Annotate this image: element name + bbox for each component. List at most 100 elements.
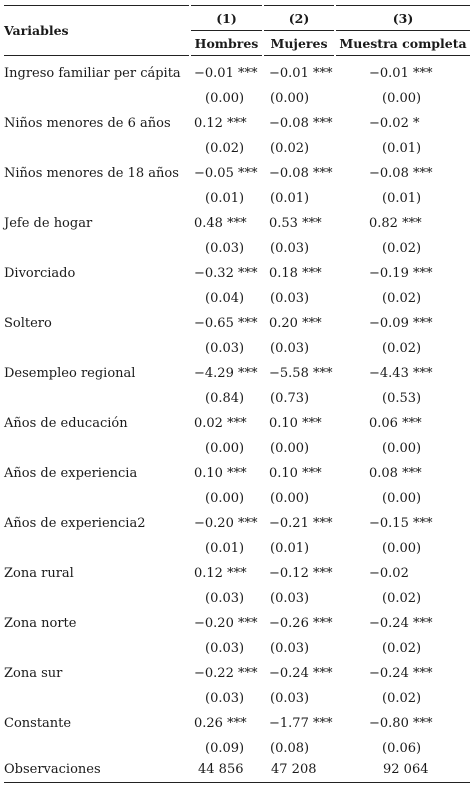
standard-error-row: (0.03) (0.03) (0.02)	[4, 631, 470, 656]
coefficient-value: −0.02 *	[369, 116, 420, 131]
coefficient-value: −0.20 ***	[194, 616, 258, 631]
standard-error-row: (0.03) (0.03) (0.02)	[4, 231, 470, 256]
standard-error-value: (0.02)	[382, 291, 422, 306]
coefficient-value: −0.80 ***	[369, 716, 433, 731]
coefficient-value: −0.65 ***	[194, 316, 258, 331]
coefficient-row: Años de experiencia2 −0.20 *** −0.21 *** −0…	[4, 506, 470, 531]
variable-label: Divorciado	[4, 266, 76, 281]
standard-error-value: (0.03)	[270, 241, 310, 256]
standard-error-value: (0.03)	[270, 291, 310, 306]
standard-error-value: (0.02)	[205, 141, 245, 156]
coefficient-row: Años de educación 0.02 *** 0.10 *** 0.06 **…	[4, 406, 470, 431]
standard-error-value: (0.00)	[382, 491, 422, 506]
standard-error-value: (0.03)	[270, 691, 310, 706]
coefficient-row: Jefe de hogar 0.48 *** 0.53 *** 0.82 ***	[4, 206, 470, 231]
standard-error-row: (0.00) (0.00) (0.00)	[4, 431, 470, 456]
coefficient-value: −0.15 ***	[369, 516, 433, 531]
coefficient-value: 0.02 ***	[194, 416, 247, 431]
coefficient-value: −0.01 ***	[269, 66, 333, 81]
coefficient-value: −0.08 ***	[269, 166, 333, 181]
variable-label: Años de experiencia2	[4, 516, 146, 531]
standard-error-value: (0.02)	[382, 691, 422, 706]
variable-label: Años de educación	[4, 416, 128, 431]
coefficient-value: 0.06 ***	[369, 416, 422, 431]
coefficient-row: Zona sur −0.22 *** −0.24 *** −0.24 ***	[4, 656, 470, 681]
variable-label: Zona sur	[4, 666, 63, 681]
column-number-2: (2)	[262, 5, 335, 31]
coefficient-value: −0.01 ***	[369, 66, 433, 81]
standard-error-row: (0.03) (0.03) (0.02)	[4, 331, 470, 356]
standard-error-value: (0.00)	[270, 91, 310, 106]
coefficient-row: Zona norte −0.20 *** −0.26 *** −0.24 ***	[4, 606, 470, 631]
coefficient-value: −0.02	[369, 566, 409, 581]
standard-error-value: (0.00)	[205, 441, 245, 456]
coefficient-value: −0.12 ***	[269, 566, 333, 581]
coefficient-value: −0.05 ***	[194, 166, 258, 181]
standard-error-value: (0.03)	[270, 591, 310, 606]
standard-error-value: (0.03)	[270, 341, 310, 356]
column-name-3: Muestra completa	[334, 30, 470, 56]
variable-label: Zona norte	[4, 616, 77, 631]
standard-error-value: (0.01)	[270, 541, 310, 556]
coefficient-value: −0.32 ***	[194, 266, 258, 281]
coefficient-value: 0.12 ***	[194, 566, 247, 581]
coefficient-value: 0.82 ***	[369, 216, 422, 231]
coefficient-value: −0.24 ***	[269, 666, 333, 681]
standard-error-value: (0.01)	[382, 141, 422, 156]
observations-value-3: 92 064	[383, 761, 429, 777]
variable-label: Niños menores de 18 años	[4, 166, 179, 181]
variable-label: Años de experiencia	[4, 466, 138, 481]
coefficient-value: 0.12 ***	[194, 116, 247, 131]
coefficient-row: Divorciado −0.32 *** 0.18 *** −0.19 ***	[4, 256, 470, 281]
coefficient-value: −0.19 ***	[369, 266, 433, 281]
standard-error-value: (0.00)	[382, 441, 422, 456]
standard-error-value: (0.03)	[270, 641, 310, 656]
coefficient-value: 0.18 ***	[269, 266, 322, 281]
standard-error-value: (0.03)	[205, 341, 245, 356]
standard-error-row: (0.01) (0.01) (0.00)	[4, 531, 470, 556]
standard-error-value: (0.02)	[382, 641, 422, 656]
standard-error-row: (0.00) (0.00) (0.00)	[4, 481, 470, 506]
coefficient-value: 0.26 ***	[194, 716, 247, 731]
coefficient-row: Ingreso familiar per cápita −0.01 *** −0.0…	[4, 56, 470, 81]
standard-error-row: (0.00) (0.00) (0.00)	[4, 81, 470, 106]
coefficient-row: Niños menores de 6 años 0.12 *** −0.08 ***…	[4, 106, 470, 131]
standard-error-value: (0.00)	[270, 491, 310, 506]
standard-error-value: (0.03)	[205, 641, 245, 656]
coefficient-value: −0.22 ***	[194, 666, 258, 681]
coefficient-value: −4.43 ***	[369, 366, 433, 381]
standard-error-value: (0.01)	[205, 541, 245, 556]
variable-label: Ingreso familiar per cápita	[4, 66, 181, 81]
variable-label: Soltero	[4, 316, 52, 331]
variables-header: Variables	[4, 5, 190, 56]
coefficient-value: −0.24 ***	[369, 666, 433, 681]
standard-error-value: (0.84)	[205, 391, 245, 406]
coefficient-value: −1.77 ***	[269, 716, 333, 731]
variable-label: Desempleo regional	[4, 366, 136, 381]
coefficient-row: Soltero −0.65 *** 0.20 *** −0.09 ***	[4, 306, 470, 331]
coefficient-row: Niños menores de 18 años −0.05 *** −0.08 *…	[4, 156, 470, 181]
standard-error-value: (0.01)	[270, 191, 310, 206]
coefficient-value: −0.26 ***	[269, 616, 333, 631]
standard-error-row: (0.03) (0.03) (0.02)	[4, 681, 470, 706]
table-header: Variables (1) (2) (3) Hombres Mujeres Mu…	[4, 5, 470, 56]
standard-error-value: (0.00)	[205, 91, 245, 106]
coefficient-row: Constante 0.26 *** −1.77 *** −0.80 ***	[4, 706, 470, 731]
coefficient-value: −0.09 ***	[369, 316, 433, 331]
table-body: Ingreso familiar per cápita −0.01 *** −0.0…	[4, 56, 470, 756]
standard-error-row: (0.09) (0.08) (0.06)	[4, 731, 470, 756]
coefficient-value: −5.58 ***	[269, 366, 333, 381]
coefficient-value: 0.10 ***	[269, 466, 322, 481]
coefficient-value: −0.21 ***	[269, 516, 333, 531]
coefficient-value: −0.08 ***	[369, 166, 433, 181]
coefficient-value: −0.24 ***	[369, 616, 433, 631]
observations-label: Observaciones	[4, 756, 190, 783]
observations-row: Observaciones 44 856 47 208 92 064	[4, 756, 470, 783]
standard-error-value: (0.03)	[205, 591, 245, 606]
standard-error-value: (0.00)	[382, 541, 422, 556]
variable-label: Zona rural	[4, 566, 74, 581]
coefficient-row: Zona rural 0.12 *** −0.12 *** −0.02	[4, 556, 470, 581]
standard-error-value: (0.01)	[205, 191, 245, 206]
standard-error-row: (0.02) (0.02) (0.01)	[4, 131, 470, 156]
standard-error-value: (0.02)	[382, 241, 422, 256]
